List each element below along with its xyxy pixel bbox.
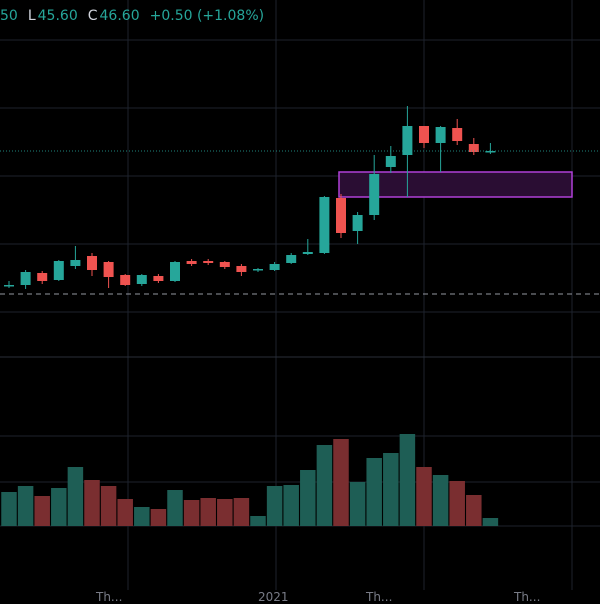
candle-up <box>385 156 396 167</box>
volume-bar <box>67 467 84 526</box>
volume-bar <box>316 445 333 526</box>
volume-bar <box>399 434 416 526</box>
volume-bar <box>1 492 17 526</box>
volume-bar <box>466 495 482 526</box>
candle-up <box>53 261 64 280</box>
volume-bar <box>183 500 200 526</box>
ohlc-legend: 50 L 45.60 C 46.60 +0.50 (+1.08%) <box>0 6 266 26</box>
volume-bar <box>233 498 250 526</box>
candle-down <box>186 261 197 264</box>
x-axis-label: 2021 <box>258 590 289 604</box>
volume-bar <box>432 475 449 526</box>
candle-up <box>402 126 413 155</box>
volume-bar <box>117 499 133 526</box>
candle-down <box>120 275 131 285</box>
candle-up <box>4 285 14 287</box>
volume-bar <box>250 516 266 526</box>
candle-down <box>452 128 463 141</box>
volume-bar <box>416 467 432 526</box>
candle-up <box>253 269 263 271</box>
volume-bar <box>266 486 283 526</box>
candle-down <box>37 273 48 281</box>
legend-change: +0.50 (+1.08%) <box>149 8 265 24</box>
volume-bar <box>383 453 399 526</box>
candle-up <box>369 174 380 215</box>
legend-close-value: 46.60 <box>99 8 140 24</box>
volume-bar <box>449 481 465 526</box>
price-levels <box>0 150 600 295</box>
candle-up <box>286 255 297 263</box>
candle-down <box>336 198 346 233</box>
candle-up <box>70 260 81 266</box>
candlestick-series <box>4 106 496 289</box>
candle-up <box>352 215 363 231</box>
volume-bar <box>366 458 382 526</box>
x-axis-label: Th... <box>366 590 393 604</box>
x-axis-label: Th... <box>96 590 123 604</box>
candle-down <box>219 262 230 267</box>
candle-down <box>419 126 429 143</box>
candle-up <box>20 272 31 285</box>
volume-bar <box>51 488 67 526</box>
candle-up <box>435 127 446 143</box>
volume-series <box>1 434 499 526</box>
candle-down <box>468 144 479 152</box>
volume-bar <box>84 480 100 526</box>
candle-down <box>236 266 247 272</box>
volume-bar <box>349 482 366 526</box>
candle-down <box>103 262 114 277</box>
candle-up <box>136 275 147 284</box>
candle-up <box>302 252 313 254</box>
volume-bar <box>34 496 50 526</box>
legend-low-value: 45.60 <box>37 8 78 24</box>
legend-low-key: L <box>27 8 36 24</box>
volume-bar <box>134 507 150 526</box>
candle-up <box>485 151 496 153</box>
volume-bar <box>283 485 299 526</box>
volume-bar <box>333 439 349 526</box>
legend-close-key: C <box>87 8 98 24</box>
volume-bar <box>100 486 117 526</box>
candle-down <box>153 276 164 281</box>
candle-up <box>269 264 280 270</box>
volume-bar <box>482 518 499 526</box>
volume-bar <box>200 498 216 526</box>
candle-down <box>203 261 214 263</box>
candle-up <box>170 262 180 281</box>
legend-open-value: 50 <box>0 8 18 24</box>
volume-bar <box>300 470 316 526</box>
chart-grid <box>0 0 600 590</box>
volume-bar <box>167 490 183 526</box>
candle-down <box>87 256 97 270</box>
volume-bar <box>217 499 233 526</box>
volume-bar <box>17 486 34 526</box>
candle-up <box>319 197 330 253</box>
volume-bar <box>150 509 167 526</box>
x-axis-label: Th... <box>514 590 541 604</box>
